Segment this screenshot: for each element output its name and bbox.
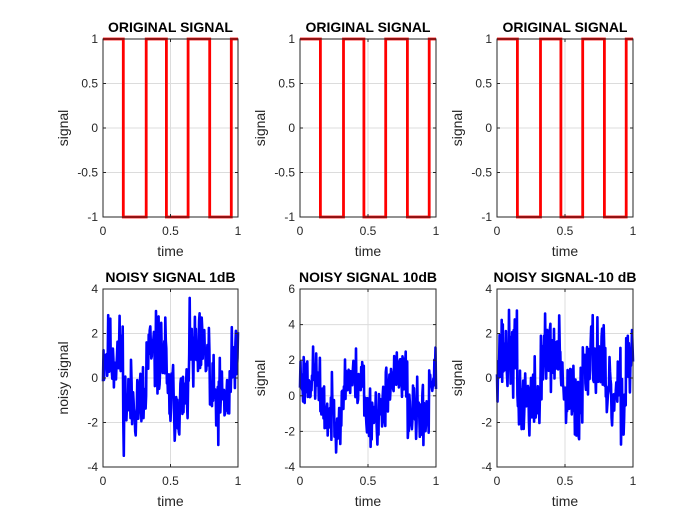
x-tick-label: 0.5 bbox=[162, 224, 179, 238]
subplot-2: 0 0.5 1 -1 -0.5 0 0.5 1 ORIGINAL SIGNAL time signa… bbox=[252, 19, 440, 259]
y-tick-label: 0 bbox=[485, 121, 492, 135]
y-tick-label: 0.5 bbox=[475, 77, 492, 91]
x-tick-label: 0 bbox=[494, 474, 501, 488]
y-tick-label: 2 bbox=[91, 327, 98, 341]
y-tick-label: -2 bbox=[284, 424, 295, 438]
y-tick-label: 0 bbox=[485, 371, 492, 385]
x-tick-label: 0.5 bbox=[557, 474, 574, 488]
x-tick-label: 0 bbox=[297, 224, 304, 238]
y-tick-label: 1 bbox=[91, 32, 98, 46]
subplot-title: NOISY SIGNAL 1dB bbox=[105, 269, 235, 285]
y-tick-label: 1 bbox=[288, 32, 295, 46]
y-tick-label: 0 bbox=[91, 371, 98, 385]
y-axis-label: signal bbox=[449, 110, 465, 147]
y-tick-label: -1 bbox=[284, 210, 295, 224]
subplot-4: 0 0.5 1 -4 -2 0 2 4 NOISY SIGNAL 1dB time noisy si… bbox=[55, 269, 242, 509]
x-tick-label: 1 bbox=[630, 474, 637, 488]
x-tick-label: 0 bbox=[100, 224, 107, 238]
subplot-title: ORIGINAL SIGNAL bbox=[306, 19, 431, 35]
y-axis-label: signal bbox=[252, 110, 268, 147]
subplot-1: 0 0.5 1 -1 -0.5 0 0.5 1 ORIGINAL SIGNAL time signa… bbox=[55, 19, 242, 259]
y-tick-label: 4 bbox=[485, 282, 492, 296]
x-tick-label: 0.5 bbox=[162, 474, 179, 488]
x-tick-label: 1 bbox=[235, 474, 242, 488]
y-tick-label: 0 bbox=[288, 389, 295, 403]
x-tick-label: 1 bbox=[433, 474, 440, 488]
x-tick-label: 0.5 bbox=[360, 224, 377, 238]
y-axis-label: signal bbox=[449, 360, 465, 397]
y-tick-label: -1 bbox=[87, 210, 98, 224]
y-tick-label: 2 bbox=[288, 353, 295, 367]
y-tick-label: -2 bbox=[481, 416, 492, 430]
x-axis-label: time bbox=[157, 493, 184, 509]
y-axis-label: noisy signal bbox=[55, 341, 71, 414]
y-tick-label: 0.5 bbox=[81, 77, 98, 91]
x-axis-label: time bbox=[552, 493, 579, 509]
x-tick-label: 0 bbox=[297, 474, 304, 488]
y-tick-label: -1 bbox=[481, 210, 492, 224]
y-tick-label: 4 bbox=[288, 318, 295, 332]
subplot-5: 0 0.5 1 -4 -2 0 2 4 6 NOISY SIGNAL 10dB time signal bbox=[252, 269, 440, 509]
subplot-title: NOISY SIGNAL-10 dB bbox=[494, 269, 637, 285]
noisy-signal-line bbox=[101, 296, 240, 458]
x-axis-label: time bbox=[355, 243, 382, 259]
x-tick-label: 0.5 bbox=[557, 224, 574, 238]
subplot-title: NOISY SIGNAL 10dB bbox=[299, 269, 437, 285]
y-tick-label: -2 bbox=[87, 416, 98, 430]
y-tick-label: 2 bbox=[485, 327, 492, 341]
y-tick-label: -0.5 bbox=[77, 166, 98, 180]
y-tick-label: -4 bbox=[481, 460, 492, 474]
y-tick-label: 0 bbox=[288, 121, 295, 135]
x-tick-label: 1 bbox=[433, 224, 440, 238]
noisy-signal-line bbox=[495, 308, 635, 446]
y-tick-label: -4 bbox=[284, 460, 295, 474]
y-axis-label: signal bbox=[55, 110, 71, 147]
x-axis-label: time bbox=[552, 243, 579, 259]
y-tick-label: 6 bbox=[288, 282, 295, 296]
x-tick-label: 0.5 bbox=[360, 474, 377, 488]
noisy-signal-line bbox=[298, 345, 438, 454]
x-tick-label: 0 bbox=[494, 224, 501, 238]
subplot-3: 0 0.5 1 -1 -0.5 0 0.5 1 ORIGINAL SIGNAL time signa… bbox=[449, 19, 637, 259]
y-tick-label: -4 bbox=[87, 460, 98, 474]
y-tick-label: 0 bbox=[91, 121, 98, 135]
x-tick-label: 1 bbox=[235, 224, 242, 238]
x-axis-label: time bbox=[355, 493, 382, 509]
x-tick-label: 0 bbox=[100, 474, 107, 488]
y-tick-label: -0.5 bbox=[471, 166, 492, 180]
y-axis-label: signal bbox=[252, 360, 268, 397]
subplot-title: ORIGINAL SIGNAL bbox=[108, 19, 233, 35]
y-tick-label: 0.5 bbox=[278, 77, 295, 91]
y-tick-label: 1 bbox=[485, 32, 492, 46]
x-tick-label: 1 bbox=[630, 224, 637, 238]
x-axis-label: time bbox=[157, 243, 184, 259]
y-tick-label: 4 bbox=[91, 282, 98, 296]
subplot-title: ORIGINAL SIGNAL bbox=[503, 19, 628, 35]
y-tick-label: -0.5 bbox=[274, 166, 295, 180]
